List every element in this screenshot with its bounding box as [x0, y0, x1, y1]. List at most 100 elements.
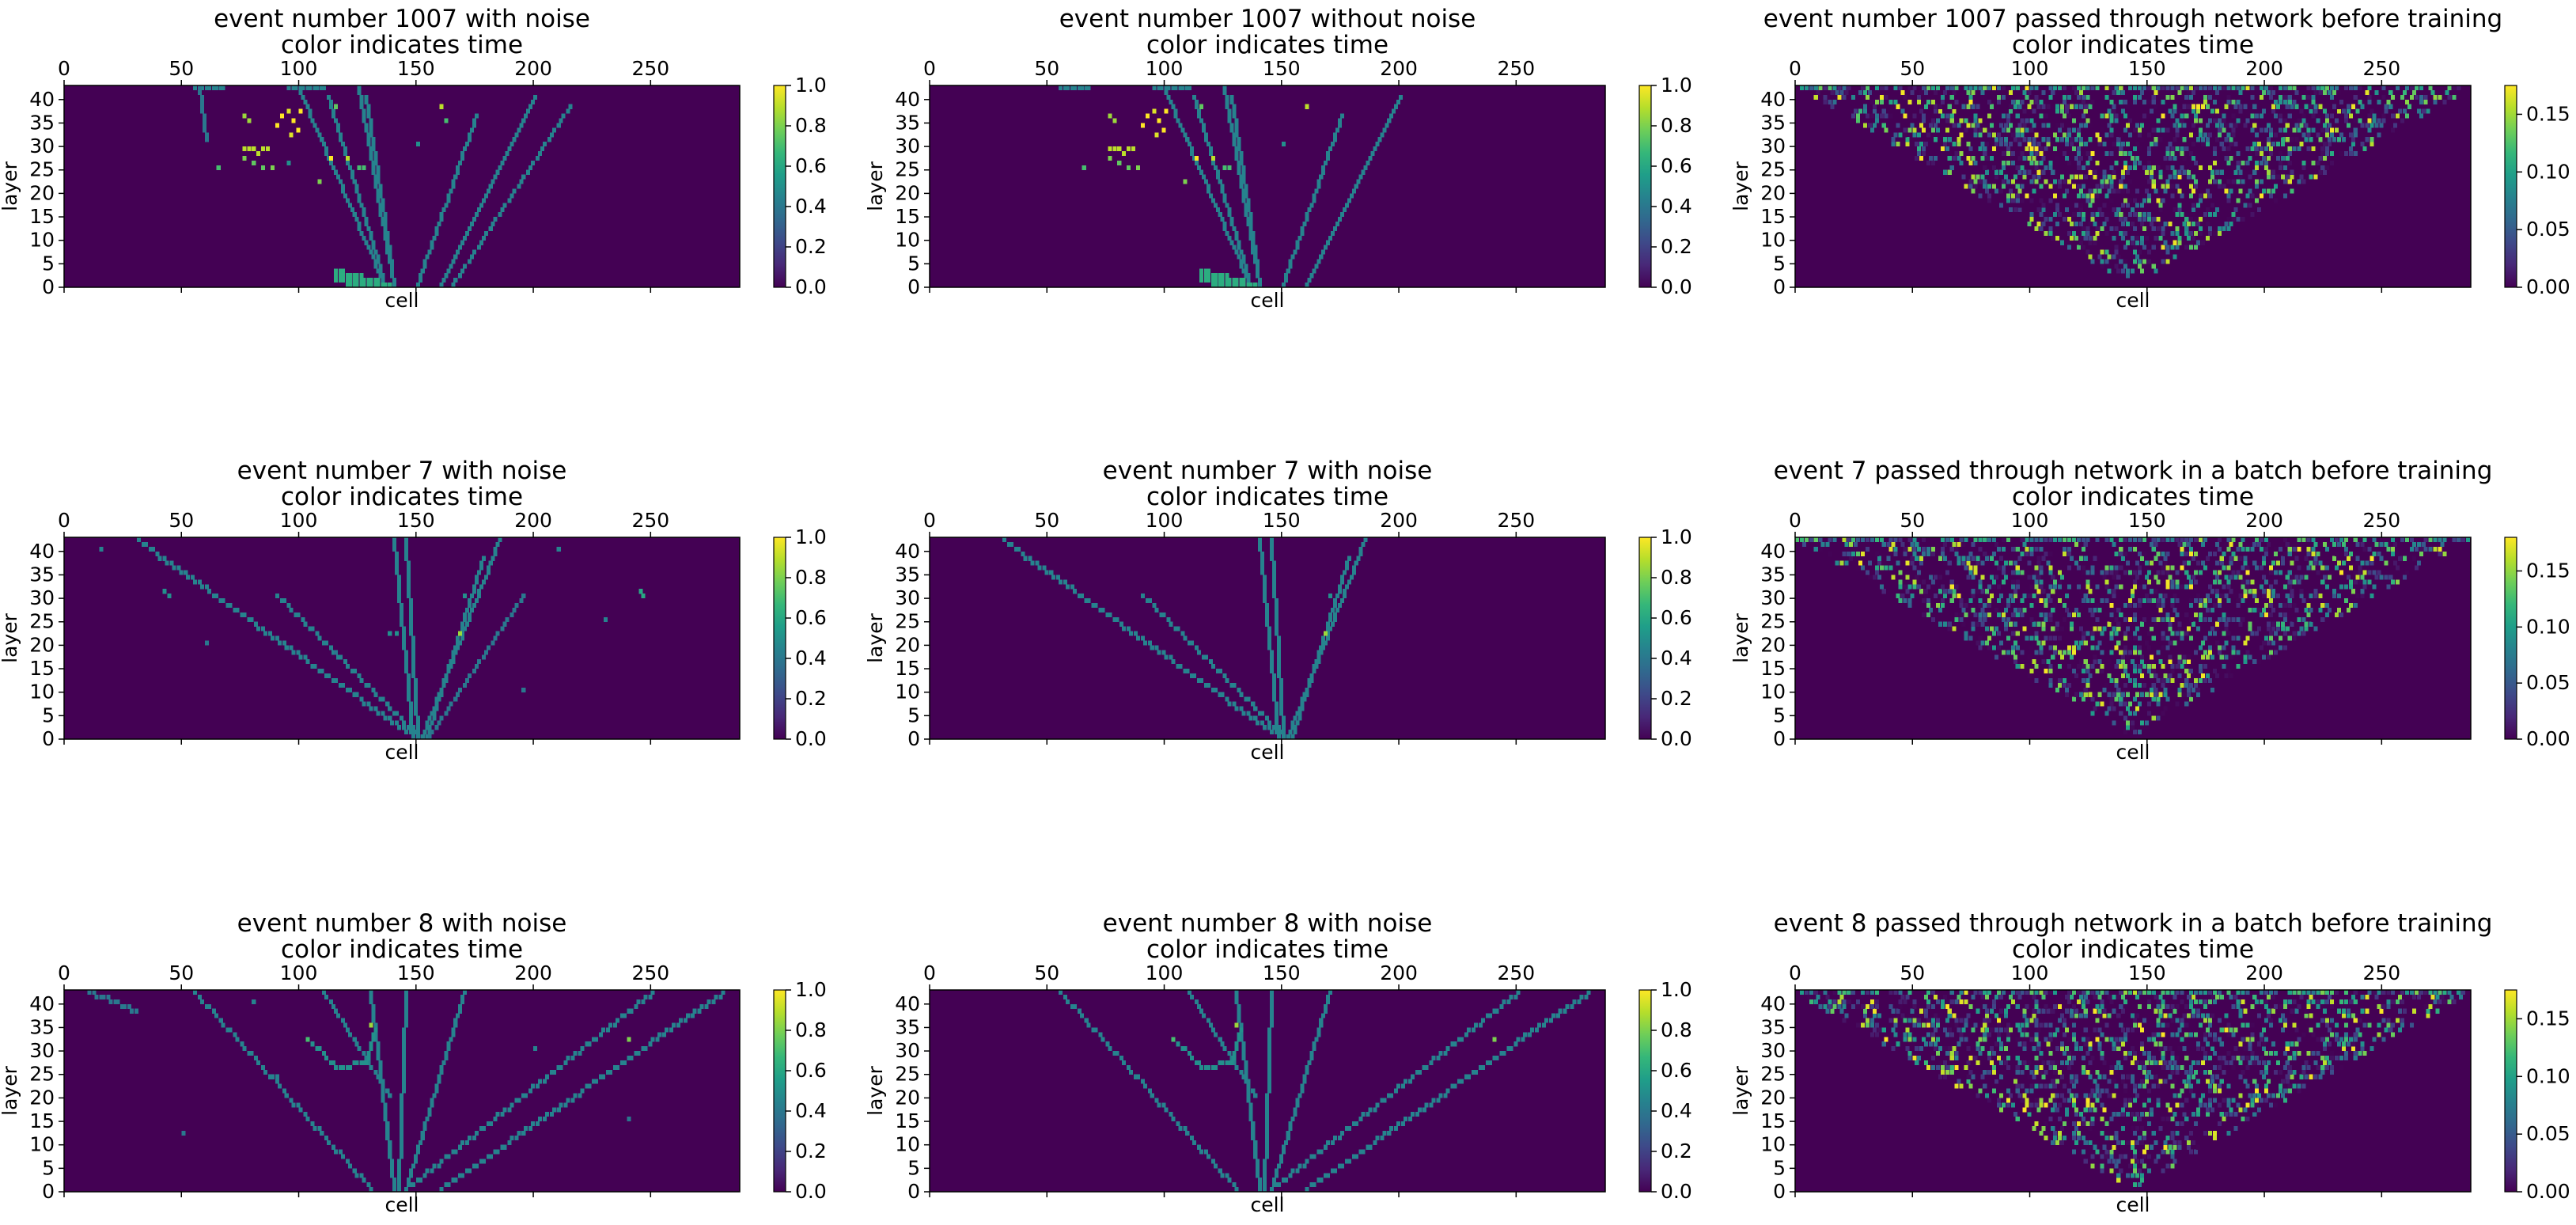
heatmap-cell [479, 584, 483, 589]
heatmap-cell [1962, 542, 1966, 547]
heatmap-cell [475, 598, 479, 603]
heatmap-cell [2286, 594, 2290, 598]
heatmap-cell [303, 622, 307, 627]
heatmap-cell [2159, 594, 2163, 598]
heatmap-cell [1279, 711, 1283, 715]
heatmap-cell [1321, 250, 1325, 255]
heatmap-cell [2114, 161, 2118, 165]
heatmap-cell [2166, 566, 2170, 571]
heatmap-background [64, 85, 740, 287]
heatmap-cell [1987, 114, 1991, 119]
heatmap-cell [2374, 90, 2378, 95]
heatmap-cell [1809, 537, 1813, 542]
heatmap-cell [400, 603, 403, 608]
heatmap-cell [2030, 85, 2034, 90]
heatmap-cell [299, 109, 303, 114]
heatmap-cell [2082, 697, 2085, 702]
heatmap-cell [2002, 161, 2006, 165]
heatmap-cell [402, 725, 406, 730]
heatmap-cell [2391, 552, 2395, 556]
heatmap-cell [2140, 123, 2144, 127]
heatmap-cell [2084, 594, 2088, 598]
heatmap-cell [2131, 268, 2135, 273]
heatmap-cell [2123, 184, 2127, 189]
heatmap-cell [2281, 556, 2285, 561]
heatmap-cell [1907, 547, 1911, 552]
heatmap-cell [2269, 603, 2273, 608]
heatmap-cell [346, 688, 350, 692]
heatmap-cell [2089, 241, 2093, 245]
heatmap-cell [2133, 547, 2137, 552]
heatmap-cell [2058, 579, 2062, 584]
heatmap-cell [2236, 603, 2240, 608]
heatmap-cell [2114, 245, 2118, 250]
heatmap-cell [400, 1126, 403, 1131]
x-tick-label: 100 [280, 509, 318, 532]
heatmap-cell [2161, 231, 2165, 236]
heatmap-cell [2138, 650, 2142, 654]
heatmap-cell [2044, 617, 2048, 622]
heatmap-cell [1260, 720, 1264, 725]
heatmap-cell [2096, 537, 2100, 542]
heatmap-cell [2286, 175, 2290, 180]
heatmap-cell [2410, 547, 2414, 552]
heatmap-cell [2325, 584, 2329, 589]
heatmap-cell [2168, 156, 2172, 161]
heatmap-cell [1345, 203, 1349, 207]
heatmap-cell [2077, 537, 2081, 542]
heatmap-cell [2166, 697, 2170, 702]
heatmap-cell [439, 1187, 443, 1192]
heatmap-cell [1328, 617, 1332, 622]
heatmap-cell [2241, 598, 2245, 603]
heatmap-cell [2229, 575, 2233, 579]
heatmap-cell [1160, 612, 1164, 617]
heatmap-cell [2199, 612, 2203, 617]
heatmap-cell [2096, 184, 2100, 189]
heatmap-cell [2164, 188, 2168, 193]
heatmap-cell [2173, 640, 2176, 645]
heatmap-cell [2051, 627, 2055, 631]
heatmap-cell [1978, 146, 1982, 151]
heatmap-cell [2100, 226, 2104, 231]
heatmap-cell [1279, 706, 1283, 711]
heatmap-cell [2142, 537, 2146, 542]
heatmap-cell [2060, 123, 2064, 127]
heatmap-cell [2025, 95, 2029, 100]
heatmap-cell [2133, 198, 2137, 203]
heatmap-cell [1207, 188, 1210, 193]
heatmap-cell [2283, 119, 2287, 123]
heatmap-cell [2030, 547, 2034, 552]
heatmap-cell [2055, 104, 2059, 109]
heatmap-cell [1929, 156, 1933, 161]
heatmap-cell [2079, 175, 2083, 180]
heatmap-cell [1340, 575, 1344, 579]
heatmap-cell [134, 1009, 138, 1014]
heatmap-cell [439, 1070, 443, 1075]
heatmap-cell [2154, 175, 2158, 180]
heatmap-cell [1328, 594, 1332, 598]
heatmap-cell [348, 273, 352, 278]
heatmap-cell [2065, 156, 2069, 161]
heatmap-cell [369, 231, 373, 236]
heatmap-cell [1987, 584, 1991, 589]
heatmap-cell [1978, 636, 1982, 641]
heatmap-cell [327, 95, 331, 100]
heatmap-cell [1814, 95, 1818, 100]
heatmap-cell [240, 612, 244, 617]
heatmap-cell [1990, 123, 1994, 127]
heatmap-cell [1885, 85, 1888, 90]
heatmap-cell [404, 990, 408, 995]
heatmap-cell [1926, 85, 1930, 90]
heatmap-cell [2339, 151, 2343, 156]
heatmap-cell [2133, 245, 2137, 250]
heatmap-cell [2267, 640, 2271, 645]
heatmap-cell [395, 552, 399, 556]
heatmap-cell [441, 278, 445, 283]
heatmap-cell [2104, 180, 2108, 184]
heatmap-cell [402, 1089, 406, 1094]
heatmap-cell [2063, 650, 2066, 654]
heatmap-cell [219, 1018, 223, 1023]
heatmap-cell [1953, 542, 1957, 547]
heatmap-cell [2055, 222, 2059, 226]
heatmap-cell [339, 683, 343, 688]
